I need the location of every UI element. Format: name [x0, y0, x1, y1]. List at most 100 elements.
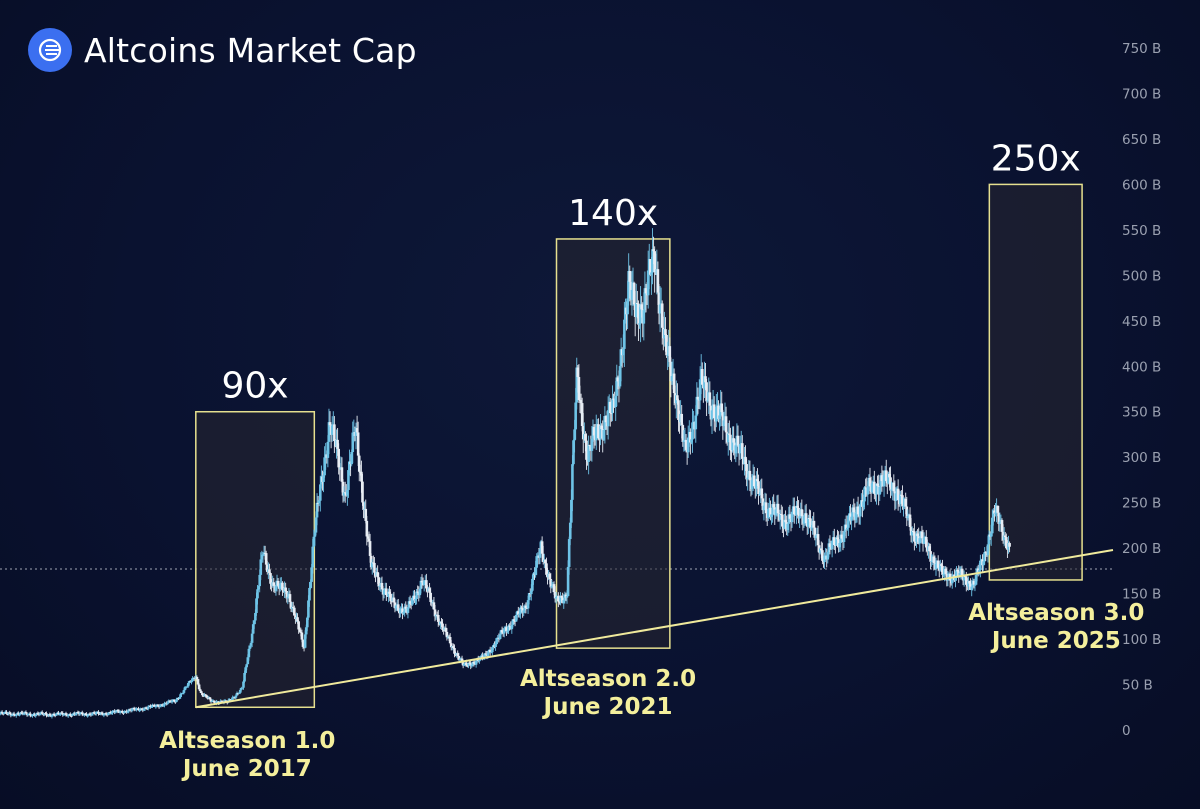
- candle-body: [199, 691, 203, 694]
- candle-body: [418, 588, 422, 596]
- candle-body: [552, 584, 556, 593]
- candle-body: [653, 251, 656, 273]
- candle-body: [606, 410, 610, 427]
- candle-body: [602, 430, 606, 440]
- candle-body: [908, 514, 912, 528]
- candle-body: [691, 422, 694, 440]
- candle-body: [137, 708, 140, 711]
- candle-body: [731, 438, 734, 451]
- candle-body: [565, 596, 569, 598]
- candle-body: [611, 398, 614, 414]
- candle-body: [634, 302, 638, 317]
- candle-body: [527, 593, 531, 601]
- candle-body: [69, 714, 72, 716]
- candle-body: [722, 420, 726, 427]
- candle-body: [997, 512, 1001, 524]
- y-tick-label: 0: [1122, 723, 1131, 739]
- candle-body: [974, 574, 978, 585]
- candle-body: [779, 513, 783, 515]
- candle-body: [998, 521, 1002, 524]
- candle-body: [250, 633, 254, 643]
- candle-body: [590, 438, 594, 451]
- candle-body: [301, 639, 305, 647]
- candle-body: [598, 438, 601, 440]
- candle-body: [22, 713, 26, 715]
- candle-body: [46, 715, 49, 717]
- candle-body: [144, 707, 148, 709]
- candle-body: [428, 588, 431, 593]
- candle-body: [368, 541, 372, 556]
- candle-body: [26, 714, 30, 716]
- candle-body: [950, 576, 954, 584]
- altseason-label: June 2021: [542, 694, 673, 720]
- candle-body: [983, 552, 986, 562]
- candle-body: [357, 455, 361, 472]
- candle-body: [610, 413, 613, 415]
- candle-body: [752, 475, 756, 487]
- candle-body: [827, 543, 831, 553]
- candle-body: [677, 400, 680, 420]
- candle-body: [890, 489, 893, 491]
- candle-body: [579, 400, 583, 404]
- candle-body: [955, 569, 958, 578]
- candle-body: [408, 601, 412, 604]
- candle-body: [127, 709, 131, 712]
- candle-body: [994, 512, 997, 514]
- candle-body: [433, 609, 437, 617]
- candle-body: [373, 562, 376, 573]
- altseason-label: June 2017: [181, 756, 312, 782]
- candle-body: [929, 551, 932, 562]
- candle-body: [399, 608, 402, 614]
- candle-body: [126, 711, 129, 713]
- candle-body: [870, 483, 874, 493]
- candle-body: [167, 700, 171, 703]
- candle-body: [839, 534, 843, 543]
- candle-body: [726, 433, 730, 443]
- candle-body: [243, 672, 246, 682]
- candle-body: [676, 395, 679, 401]
- candle-body: [34, 715, 38, 717]
- candle-body: [902, 505, 905, 507]
- candle-body: [809, 518, 812, 529]
- candle-body: [28, 713, 32, 716]
- candle-body: [575, 367, 579, 403]
- candle-body: [665, 334, 668, 356]
- candle-body: [721, 412, 725, 427]
- y-tick-label: 450 B: [1122, 314, 1161, 330]
- candle-body: [360, 471, 363, 482]
- candle-body: [308, 587, 311, 601]
- candle-body: [410, 597, 414, 605]
- candle-body: [522, 610, 526, 613]
- candle-body: [889, 477, 892, 491]
- candle-body: [868, 477, 872, 487]
- candle-body: [367, 538, 371, 542]
- candle-body: [568, 522, 572, 540]
- candle-body: [97, 711, 100, 714]
- candle-body: [191, 677, 194, 682]
- candle-body: [915, 533, 918, 542]
- candle-body: [640, 304, 643, 310]
- candle-body: [796, 505, 799, 508]
- candle-body: [190, 681, 193, 683]
- candle-body: [658, 304, 662, 314]
- candle-body: [744, 456, 747, 465]
- candle-body: [403, 606, 406, 613]
- candle-body: [17, 713, 20, 715]
- candle-body: [904, 498, 908, 507]
- candle-body: [311, 546, 315, 568]
- candle-body: [623, 319, 626, 349]
- candle-body: [838, 542, 841, 548]
- y-tick-label: 50 B: [1122, 678, 1153, 694]
- candle-body: [150, 706, 153, 708]
- candle-body: [523, 605, 527, 611]
- candle-body: [970, 586, 974, 590]
- candle-body: [318, 484, 322, 501]
- candle-body: [532, 573, 535, 579]
- candle-body: [21, 712, 25, 715]
- y-tick-label: 550 B: [1122, 223, 1161, 239]
- y-tick-label: 650 B: [1122, 132, 1161, 148]
- candle-body: [668, 346, 672, 362]
- candle-body: [584, 434, 587, 441]
- candle-body: [642, 310, 646, 324]
- candle-body: [8, 712, 12, 714]
